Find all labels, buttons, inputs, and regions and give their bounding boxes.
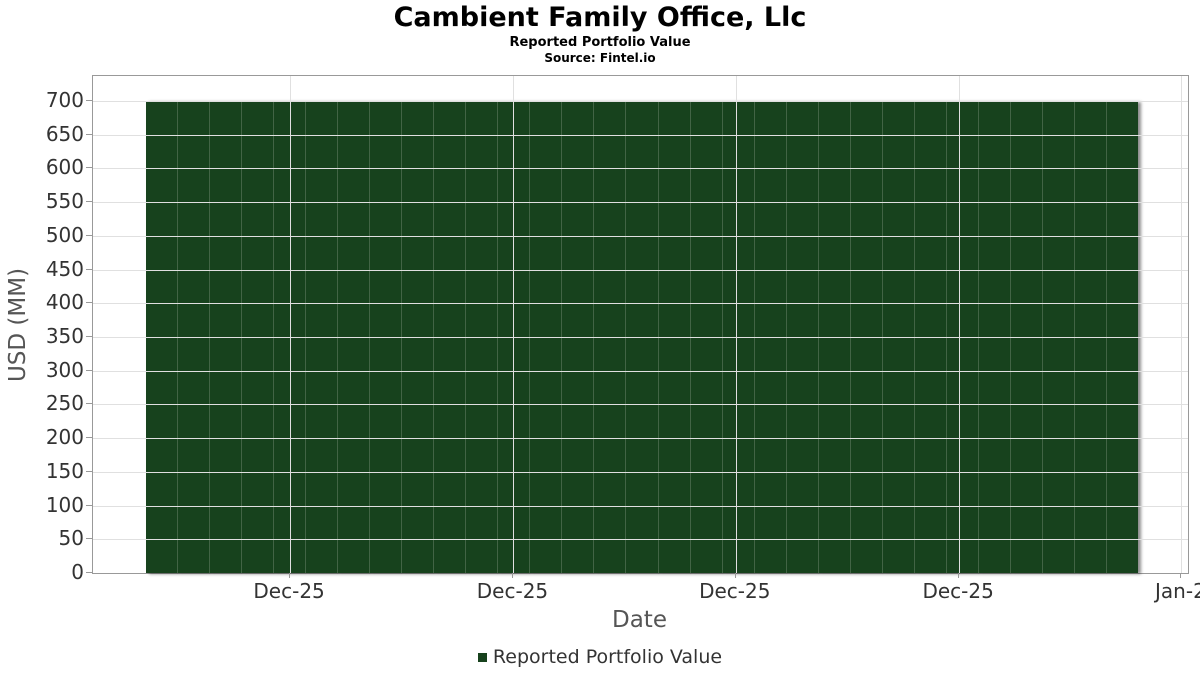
x-tick-label: Jan-2 [1155,579,1200,603]
y-tick-mark [86,470,92,472]
y-tick-label: 0 [71,560,84,584]
h-gridline [93,539,1188,541]
bar-series [146,76,1138,573]
y-tick-label: 650 [45,121,84,146]
h-gridline [93,202,1188,204]
x-tick-label: Dec-25 [922,579,994,603]
y-tick-mark [86,201,92,203]
x-tick-label: Dec-25 [476,579,549,603]
v-gridline [735,76,737,573]
y-tick-label: 200 [45,425,84,450]
y-tick-label: 600 [45,155,84,180]
y-tick-label: 50 [58,526,84,551]
y-tick-label: 350 [45,323,84,348]
legend-marker-square-icon [477,652,487,662]
x-tick-mark [734,573,736,578]
y-tick-label: 400 [45,290,84,315]
legend: Reported Portfolio Value [0,646,1200,668]
v-gridline [513,76,515,573]
y-tick-mark [86,572,92,573]
h-gridline [93,235,1188,237]
h-gridline [93,505,1188,507]
h-gridline [93,336,1188,338]
h-gridline [93,370,1188,372]
y-tick-label: 500 [45,222,84,247]
y-tick-mark [86,437,92,439]
y-tick-label: 550 [45,189,84,214]
x-tick-mark [512,573,514,578]
y-tick-mark [86,133,92,135]
v-gridline [1181,76,1183,573]
chart-source-note: Source: Fintel.io [544,51,656,65]
chart-subtitle: Reported Portfolio Value [509,35,691,50]
y-axis-title: USD (MM) [5,267,31,383]
v-gridline [290,76,292,573]
x-axis-title: Date [612,607,667,633]
y-tick-mark [86,403,92,405]
h-gridline [93,404,1188,406]
y-tick-label: 450 [45,256,84,281]
y-tick-label: 300 [45,357,84,382]
x-tick-mark [289,573,291,578]
chart-title: Cambient Family Office, Llc [393,2,807,33]
y-tick-mark [86,234,92,236]
y-tick-label: 100 [45,492,84,517]
y-tick-mark [86,335,92,337]
y-tick-mark [86,504,92,506]
x-tick-mark [958,573,960,578]
h-gridline [93,100,1188,102]
h-gridline [93,134,1188,136]
x-tick-label: Dec-25 [699,579,771,603]
y-tick-mark [86,538,92,540]
y-tick-label: 700 [45,87,84,112]
y-tick-mark [86,302,92,304]
h-gridline [93,303,1188,305]
legend-item-label[interactable]: Reported Portfolio Value [492,646,723,668]
y-tick-mark [86,268,92,270]
y-tick-label: 150 [45,458,84,483]
h-gridline [93,471,1188,473]
v-gridline [959,76,961,573]
plot-area [92,75,1189,574]
h-gridline [93,269,1188,271]
x-tick-label: Dec-25 [253,579,325,603]
y-tick-mark [86,369,92,371]
y-tick-label: 250 [45,391,84,416]
h-gridline [93,438,1188,440]
h-gridline [93,168,1188,170]
y-tick-mark [86,167,92,169]
x-tick-mark [1180,573,1182,578]
y-tick-mark [86,99,92,101]
